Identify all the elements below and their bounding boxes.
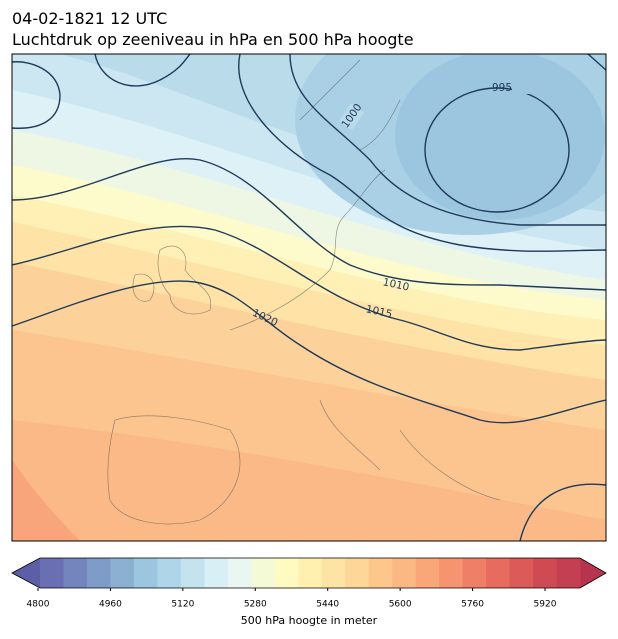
colorbar-swatch: [345, 558, 370, 588]
colorbar-tick-label: 4960: [99, 600, 122, 610]
colorbar-swatch: [368, 558, 393, 588]
colorbar: 4800 4960 5120 5280 5440 5600 5760 5920: [11, 557, 607, 610]
colorbar-swatch: [180, 558, 205, 588]
colorbar-swatch: [533, 558, 558, 588]
colorbar-swatch: [439, 558, 464, 588]
map-title: Luchtdruk op zeeniveau in hPa en 500 hPa…: [12, 30, 414, 49]
colorbar-label: 500 hPa hoogte in meter: [241, 614, 378, 627]
colorbar-swatch: [274, 558, 299, 588]
colorbar-swatch: [227, 558, 252, 588]
colorbar-swatch: [509, 558, 534, 588]
colorbar-swatch: [298, 558, 323, 588]
contour-label: 1010: [382, 276, 411, 293]
colorbar-swatch: [321, 558, 346, 588]
colorbar-tick-label: 5280: [244, 600, 267, 610]
colorbar-tick-label: 5760: [461, 600, 484, 610]
colorbar-extend: [12, 558, 40, 588]
colorbar-tick-label: 4800: [27, 600, 50, 610]
colorbar-swatch: [133, 558, 158, 588]
colorbar-swatch: [556, 558, 581, 588]
colorbar-swatch: [251, 558, 276, 588]
colorbar-swatch: [40, 558, 64, 588]
colorbar-swatch: [486, 558, 511, 588]
colorbar-swatch: [110, 558, 135, 588]
colorbar-tick-label: 5600: [389, 600, 412, 610]
colorbar-tick-label: 5920: [534, 600, 557, 610]
contour-label: 995: [492, 82, 512, 94]
colorbar-swatch: [392, 558, 417, 588]
colorbar-swatch: [204, 558, 229, 588]
map-area: 995 1000 1010 1015 1020: [12, 54, 606, 541]
colorbar-tick-label: 5440: [316, 600, 339, 610]
colorbar-swatch: [63, 558, 88, 588]
colorbar-swatch: [462, 558, 487, 588]
colorbar-swatch: [86, 558, 111, 588]
colorbar-frame: [11, 557, 607, 589]
date-title: 04-02-1821 12 UTC: [12, 9, 168, 28]
colorbar-swatch: [157, 558, 182, 588]
contour-label: 1015: [365, 303, 394, 320]
colorbar-tick-label: 5120: [171, 600, 194, 610]
colorbar-extend: [580, 558, 606, 588]
colorbar-swatch: [415, 558, 440, 588]
